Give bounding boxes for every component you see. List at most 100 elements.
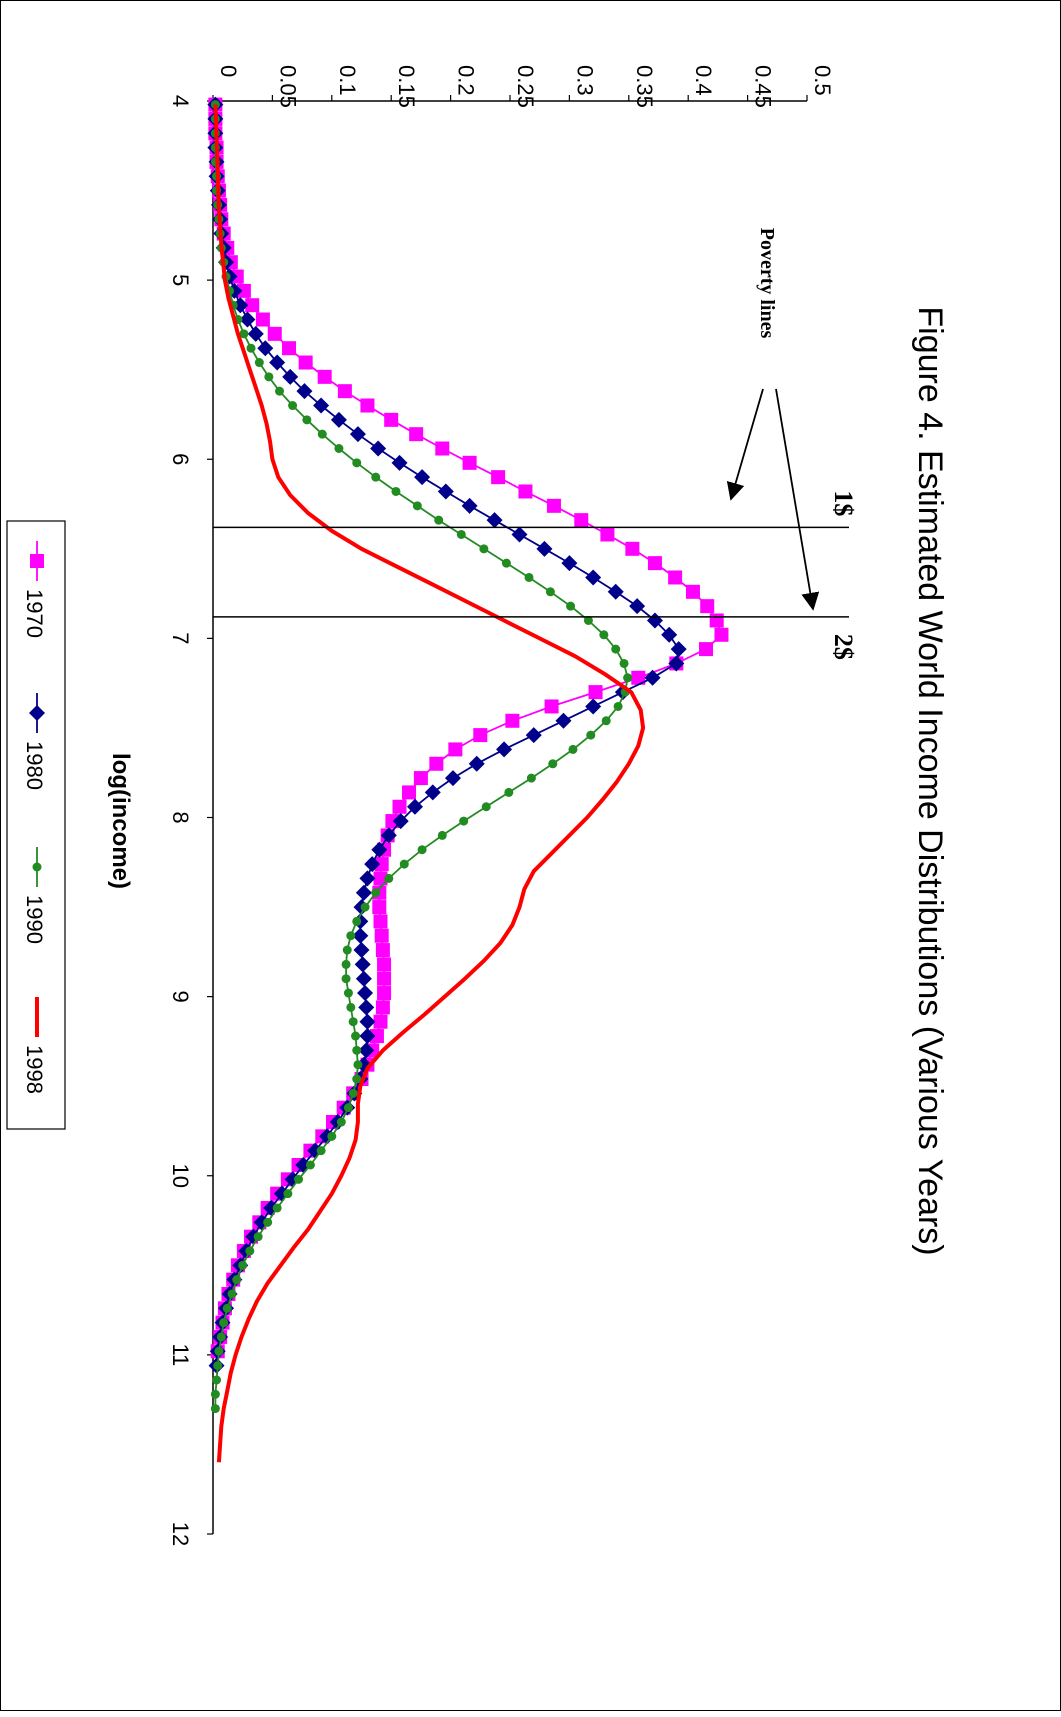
data-point-1990 (399, 859, 409, 869)
data-point-1980 (670, 641, 687, 658)
data-point-1980 (355, 884, 372, 901)
value-tick-label: 0.15 (394, 65, 419, 108)
data-point-1980 (555, 712, 572, 729)
data-point-1970 (377, 971, 392, 986)
data-point-1990 (352, 1045, 362, 1055)
data-point-1990 (222, 1303, 232, 1313)
data-point-1990 (384, 873, 394, 883)
value-tick-label: 0.3 (572, 65, 597, 96)
data-point-1990 (568, 744, 578, 754)
data-point-1990 (545, 587, 555, 597)
data-point-1990 (232, 1275, 242, 1285)
data-point-1990 (334, 444, 344, 454)
data-point-1980 (358, 1042, 375, 1059)
data-point-1990 (526, 773, 536, 783)
data-point-1990 (342, 945, 352, 955)
data-point-1980 (561, 555, 578, 572)
data-point-1990 (212, 1375, 222, 1385)
data-point-1980 (357, 985, 374, 1002)
data-point-1980 (359, 1028, 376, 1045)
data-point-1970 (647, 556, 662, 571)
series-1990 (210, 100, 633, 1414)
data-point-1970 (372, 900, 387, 915)
legend-label: 1998 (22, 1045, 47, 1094)
data-point-1980 (371, 841, 388, 858)
data-point-1990 (601, 716, 611, 726)
data-point-1990 (459, 816, 469, 826)
data-point-1980 (511, 526, 528, 543)
data-point-1980 (349, 426, 366, 443)
data-point-1970 (448, 742, 463, 757)
data-point-1990 (504, 787, 514, 797)
data-point-1990 (343, 1103, 353, 1113)
data-point-1990 (302, 415, 312, 425)
data-point-1970 (373, 871, 388, 886)
legend-item-1990: 1990 (22, 847, 47, 944)
data-point-1990 (352, 1074, 362, 1084)
data-point-1970 (473, 728, 488, 743)
data-point-1970 (298, 355, 313, 370)
data-point-1970 (546, 498, 561, 513)
data-point-1980 (364, 856, 381, 873)
data-point-1970 (375, 1000, 390, 1015)
data-point-1990 (245, 1246, 255, 1256)
data-point-1970 (491, 470, 506, 485)
data-point-1980 (661, 626, 678, 643)
legend-item-1970: 1970 (22, 541, 47, 638)
data-point-1980 (585, 698, 602, 715)
chart-title: Figure 4. Estimated World Income Distrib… (911, 306, 949, 1255)
data-point-1970 (588, 685, 603, 700)
data-point-1990 (583, 615, 593, 625)
data-point-1970 (374, 928, 389, 943)
data-point-1990 (317, 429, 327, 439)
data-point-1980 (496, 741, 513, 758)
poverty-arrow-1 (726, 388, 764, 501)
data-point-1970 (505, 713, 520, 728)
data-point-1990 (336, 1117, 346, 1127)
data-point-1980 (380, 827, 397, 844)
data-point-1990 (346, 1002, 356, 1012)
income-tick-label: 4 (168, 95, 193, 107)
data-point-1970 (402, 785, 417, 800)
data-point-1970 (245, 298, 260, 313)
poverty-label-2-dollar: 2$ (829, 634, 858, 660)
data-point-1980 (585, 569, 602, 586)
data-point-1990 (352, 458, 362, 468)
data-point-1980 (444, 770, 461, 787)
data-point-1980 (629, 598, 646, 615)
data-point-1970 (337, 384, 352, 399)
data-point-1990 (341, 959, 351, 969)
data-point-1990 (343, 988, 353, 998)
data-point-1990 (216, 1332, 226, 1342)
data-point-1970 (236, 283, 251, 298)
data-point-1970 (385, 814, 400, 829)
data-point-1970 (709, 613, 724, 628)
data-point-1980 (353, 942, 370, 959)
series-1980 (207, 96, 687, 1374)
legend-item-1980: 1980 (22, 693, 47, 790)
data-point-1980 (486, 512, 503, 529)
value-tick-label: 0.35 (632, 65, 657, 108)
data-point-1990 (348, 1017, 358, 1027)
value-tick-label: 0.1 (335, 65, 360, 96)
data-point-1990 (348, 1088, 358, 1098)
data-point-1990 (254, 358, 264, 368)
data-point-1980 (247, 325, 264, 342)
data-point-1990 (275, 386, 285, 396)
data-point-1990 (214, 1346, 224, 1356)
data-point-1980 (437, 483, 454, 500)
value-tick-label: 0.4 (691, 65, 716, 96)
income-tick-label: 11 (168, 1343, 193, 1366)
data-point-1990 (548, 759, 558, 769)
data-point-1970 (631, 670, 646, 685)
data-point-1980 (232, 297, 249, 314)
poverty-lines-label: Poverty lines (756, 228, 778, 339)
income-tick-label: 12 (168, 1522, 193, 1546)
income-tick-label: 8 (168, 811, 193, 823)
data-point-1980 (355, 970, 372, 987)
data-point-1980 (424, 784, 441, 801)
data-point-1980 (468, 755, 485, 772)
data-point-1990 (524, 572, 534, 582)
